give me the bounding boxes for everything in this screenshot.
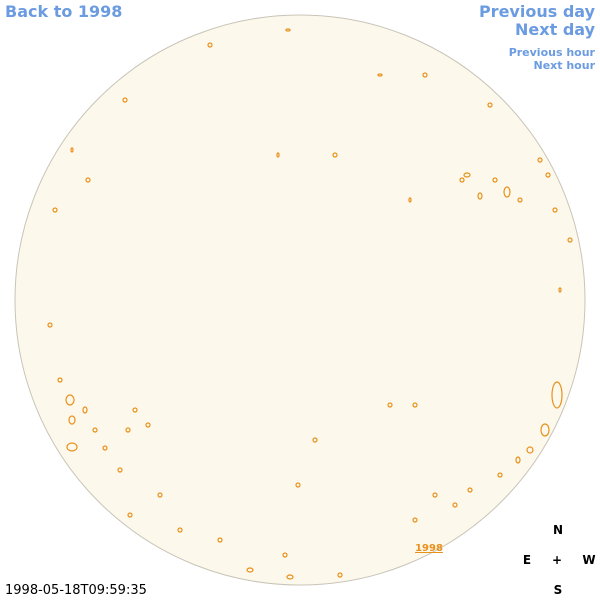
previous-hour-link[interactable]: Previous hour [509,46,596,59]
active-regions [47,28,573,580]
previous-day-link[interactable]: Previous day [479,2,596,21]
compass-east: E [523,553,531,567]
solar-disk [14,14,586,586]
next-day-link[interactable]: Next day [515,20,596,39]
compass-south: S [554,583,563,597]
compass-center: + [552,553,562,567]
back-link[interactable]: Back to 1998 [5,2,122,21]
timestamp: 1998-05-18T09:59:35 [5,583,147,598]
next-hour-link[interactable]: Next hour [534,59,596,72]
compass-north: N [553,523,563,537]
year-label[interactable]: 1998 [415,543,443,554]
compass-west: W [582,553,595,567]
